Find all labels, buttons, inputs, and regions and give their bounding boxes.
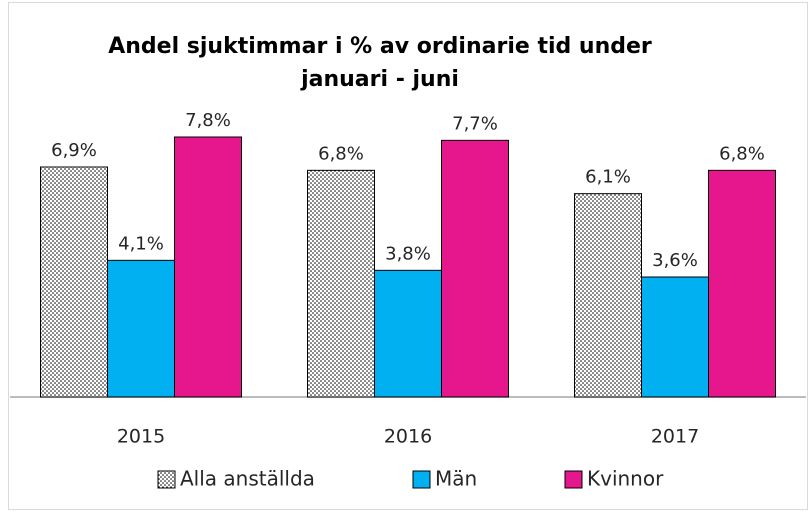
data-label: 6,8% [318,143,364,164]
chart-title: januari - juni [300,67,459,92]
data-label: 6,1% [585,167,631,188]
chart-title: Andel sjuktimmar i % av ordinarie tid un… [108,34,652,59]
bar [40,166,108,398]
bar [107,259,175,398]
bar [708,169,776,398]
x-tick-label: 2015 [117,426,165,448]
data-label: 7,7% [452,113,498,134]
legend-label: Kvinnor [587,467,664,491]
legend-swatch [157,470,176,489]
bar [174,136,242,398]
x-tick-label: 2016 [384,426,432,448]
data-label: 6,9% [51,140,97,161]
legend-swatch [412,470,431,489]
chart-border [8,2,808,510]
data-label: 7,8% [185,110,231,131]
bar [307,169,375,398]
data-label: 6,8% [719,143,765,164]
bar [574,193,642,398]
legend-swatch [564,470,583,489]
x-tick-label: 2017 [651,426,699,448]
data-label: 3,6% [652,250,698,271]
data-label: 4,1% [118,233,164,254]
data-label: 3,8% [385,243,431,264]
bar [374,269,442,398]
bar [441,139,509,398]
legend-label: Män [435,467,477,491]
bar [641,276,709,398]
legend-label: Alla anställda [180,467,315,491]
